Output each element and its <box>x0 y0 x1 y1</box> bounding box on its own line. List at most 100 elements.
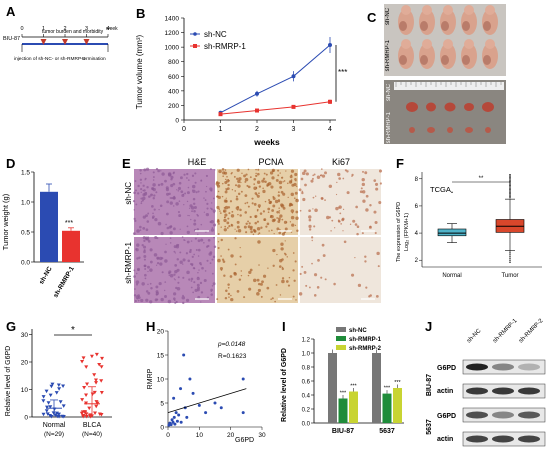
data-point-Normal <box>48 405 53 409</box>
y-tick-label: 8 <box>415 177 419 183</box>
y-tick-label: 1.5 <box>21 170 30 177</box>
blot-band <box>492 411 514 419</box>
x-tick-label: Normal <box>442 273 461 279</box>
y-axis-label: Tumor volume (mm³) <box>135 34 144 109</box>
y-tick-label: 0.6 <box>302 380 311 386</box>
measurement-marker <box>83 39 90 45</box>
y-tick-label: 0 <box>160 425 164 432</box>
data-point <box>204 411 208 415</box>
data-point-BLCA <box>84 393 89 397</box>
lane-label-sh-rmrp-2: sh-RMRP-2 <box>518 318 545 345</box>
panel-letter-f: F <box>396 156 404 171</box>
outlier <box>509 253 511 255</box>
y-tick-label: 1.0 <box>302 352 311 358</box>
western-blot: sh-NC sh-RMRP-1 sh-RMRP-2 BIU-87 5637 G6… <box>426 318 546 447</box>
g6pd-scatter-chart: Relative level of G6PD 0 10 20 30 Normal (N=2… <box>5 325 112 438</box>
data-point-BLCA <box>90 392 95 396</box>
outlier <box>509 259 511 261</box>
data-point <box>175 419 179 423</box>
outlier <box>509 251 511 253</box>
fit-line <box>167 388 247 413</box>
significance-mark: *** <box>338 68 347 77</box>
dataset-label: TCGA <box>430 185 451 194</box>
x-tick-label: 1 <box>219 126 223 133</box>
bar-sh-RMRP-1-5637 <box>382 393 392 423</box>
blot-band <box>518 435 540 443</box>
data-point <box>179 387 183 391</box>
data-point-Normal <box>48 393 53 398</box>
y-tick-label: 0 <box>175 118 179 125</box>
blot-band <box>518 411 540 419</box>
data-point <box>219 406 223 410</box>
x-tick-label: 0 <box>182 126 186 133</box>
data-point <box>170 418 174 422</box>
bar-sh-RMRP-1 <box>62 230 80 262</box>
lane-label-sh-nc: sh-NC <box>466 328 483 345</box>
y-tick-label: 0.0 <box>21 260 30 267</box>
correlation-chart: RMRP G6PD p=0.0148 R=0.1623 0 5 10 15 20 0 10 2… <box>147 329 266 445</box>
data-point-BLCA <box>89 354 94 359</box>
data-point-BLCA <box>80 398 85 402</box>
outlier <box>509 183 511 185</box>
tumor-nc <box>426 102 436 112</box>
outlier <box>509 195 511 198</box>
blot-band <box>492 363 514 371</box>
data-point-Normal <box>54 391 59 395</box>
outlier <box>509 176 511 179</box>
panel-letter-e: E <box>122 156 131 171</box>
data-point <box>241 377 245 381</box>
data-point-sh-rmrp-1 <box>291 104 296 109</box>
data-point-BLCA <box>99 390 104 395</box>
panel-letter-i: I <box>282 319 286 334</box>
outlier <box>509 188 511 191</box>
data-point-BLCA <box>82 385 87 390</box>
panel-letter-g: G <box>6 319 17 334</box>
y-tick-label: 2 <box>415 258 419 264</box>
data-point-BLCA <box>84 365 89 369</box>
outlier <box>509 190 511 192</box>
legend-sh-nc: sh-NC <box>204 30 227 39</box>
data-point <box>188 377 192 381</box>
x-tick-label-normal: Normal <box>43 422 66 429</box>
data-point-sh-rmrp-1 <box>218 112 223 117</box>
y-tick-label: 400 <box>168 88 179 95</box>
y-axis-label: Tumor weight (g) <box>1 193 10 250</box>
panel-g: G Relative level of G6PD 0 10 20 30 Normal (N… <box>0 315 118 451</box>
y-axis-label-1: The expression of G6PD <box>396 202 402 262</box>
significance-mark: *** <box>384 385 391 391</box>
bar-sh-RMRP-2-5637 <box>393 388 402 423</box>
significance-mark: *** <box>340 390 347 396</box>
x-tick-n-normal: (N=29) <box>44 431 64 438</box>
tcga-boxplot: The expression of G6PD Log₂ (FPKM+1) TCG… <box>396 172 542 279</box>
data-point-BLCA <box>93 411 98 416</box>
data-point-BLCA <box>84 401 89 405</box>
y-tick-label: 20 <box>157 329 165 336</box>
y-axis-label-2: Log₂ (FPKM+1) <box>404 213 410 251</box>
cell-line-label: BIU-87 <box>3 36 20 42</box>
y-tick-label: 0.5 <box>21 230 30 237</box>
data-point <box>169 423 173 427</box>
data-point-Normal <box>61 414 66 419</box>
data-point-BLCA <box>87 406 92 411</box>
data-point-BLCA <box>97 362 102 367</box>
panel-letter-j: J <box>425 319 433 334</box>
band-label-actin-1: actin <box>437 388 453 395</box>
panel-f: F The expression of G6PD Log₂ (FPKM+1) T… <box>392 152 550 302</box>
outlier <box>509 257 511 259</box>
band-label-actin-2: actin <box>437 436 453 443</box>
x-tick-label-blca: BLCA <box>83 422 102 429</box>
col-label-he: H&E <box>187 157 207 167</box>
y-axis-label: Relative level of G6PD <box>281 348 288 422</box>
week-label: week <box>106 26 118 32</box>
y-tick-label: 1.2 <box>302 338 311 344</box>
significance-mark: ** <box>479 176 484 182</box>
x-axis-label: G6PD <box>235 437 254 444</box>
tumor-rmrp <box>427 127 435 133</box>
legend-label: sh-RMRP-1 <box>349 337 382 343</box>
data-point-sh-rmrp-1 <box>328 99 332 104</box>
x-tick-label: 20 <box>227 432 235 439</box>
data-point-BLCA <box>88 413 93 417</box>
data-point-Normal <box>44 409 49 413</box>
histology-image <box>300 237 381 303</box>
outlier <box>509 184 511 187</box>
